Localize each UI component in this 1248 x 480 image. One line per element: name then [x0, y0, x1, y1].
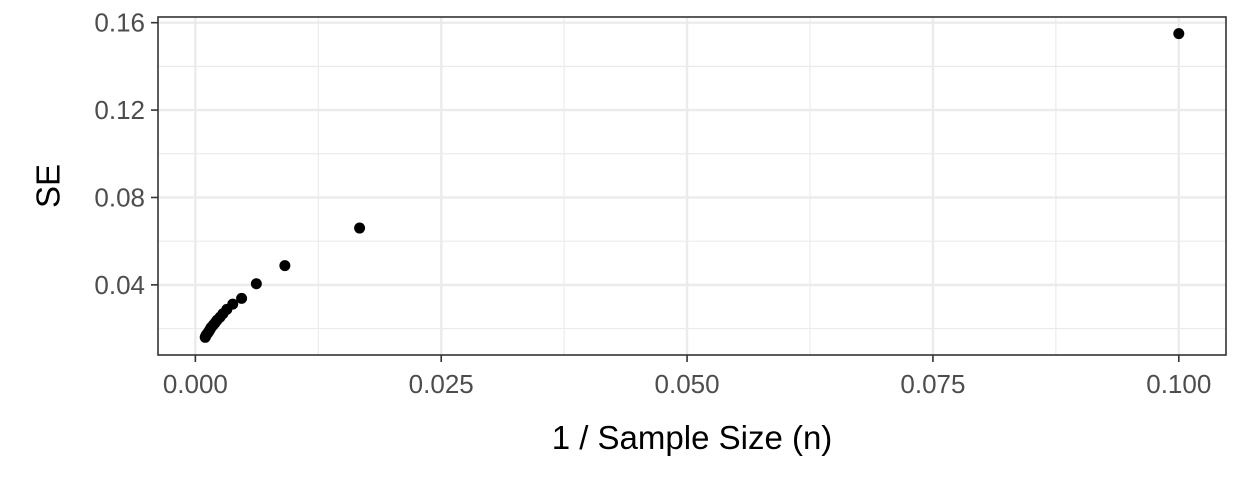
- x-tick-label: 0.000: [163, 369, 228, 399]
- x-tick-label: 0.050: [655, 369, 720, 399]
- data-point: [354, 222, 366, 234]
- y-tick-label: 0.16: [94, 8, 145, 38]
- y-tick-label: 0.08: [94, 182, 145, 212]
- data-points: [199, 28, 1185, 343]
- x-tick-label: 0.025: [409, 369, 474, 399]
- y-axis-title: SE: [30, 164, 67, 208]
- y-tick-label: 0.12: [94, 95, 145, 125]
- grid-lines: [158, 17, 1226, 355]
- axis-ticks: 0.000 0.025 0.050 0.075 0.100 0.04 0.08 0.12 0.1…: [94, 8, 1211, 399]
- data-point: [1173, 28, 1185, 40]
- data-point: [279, 260, 291, 272]
- x-axis-title: 1 / Sample Size (n): [552, 419, 833, 456]
- data-point: [236, 292, 248, 304]
- data-point: [199, 331, 211, 343]
- y-tick-label: 0.04: [94, 270, 145, 300]
- data-point: [250, 278, 262, 290]
- x-tick-label: 0.100: [1146, 369, 1211, 399]
- panel-border: [157, 16, 1227, 356]
- x-tick-label: 0.075: [900, 369, 965, 399]
